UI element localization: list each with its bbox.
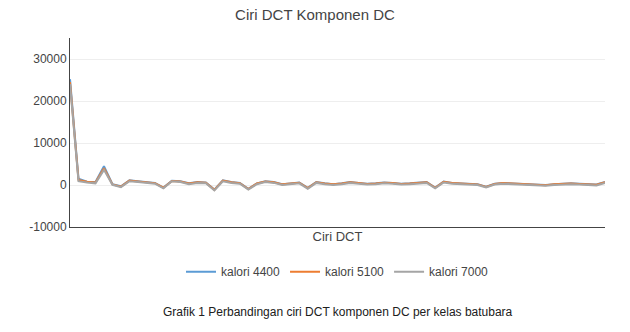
svg-text:-10000: -10000	[29, 220, 67, 234]
svg-text:kalori 4400: kalori 4400	[221, 265, 280, 279]
svg-text:30000: 30000	[33, 52, 67, 66]
svg-text:Ciri DCT Komponen DC: Ciri DCT Komponen DC	[235, 6, 395, 23]
svg-text:10000: 10000	[33, 136, 67, 150]
svg-text:Ciri DCT: Ciri DCT	[313, 229, 363, 244]
svg-text:kalori 7000: kalori 7000	[429, 265, 488, 279]
svg-text:kalori 5100: kalori 5100	[325, 265, 384, 279]
svg-text:0: 0	[60, 178, 67, 192]
svg-text:Grafik 1 Perbandingan ciri DCT: Grafik 1 Perbandingan ciri DCT komponen …	[163, 305, 513, 319]
svg-text:20000: 20000	[33, 94, 67, 108]
